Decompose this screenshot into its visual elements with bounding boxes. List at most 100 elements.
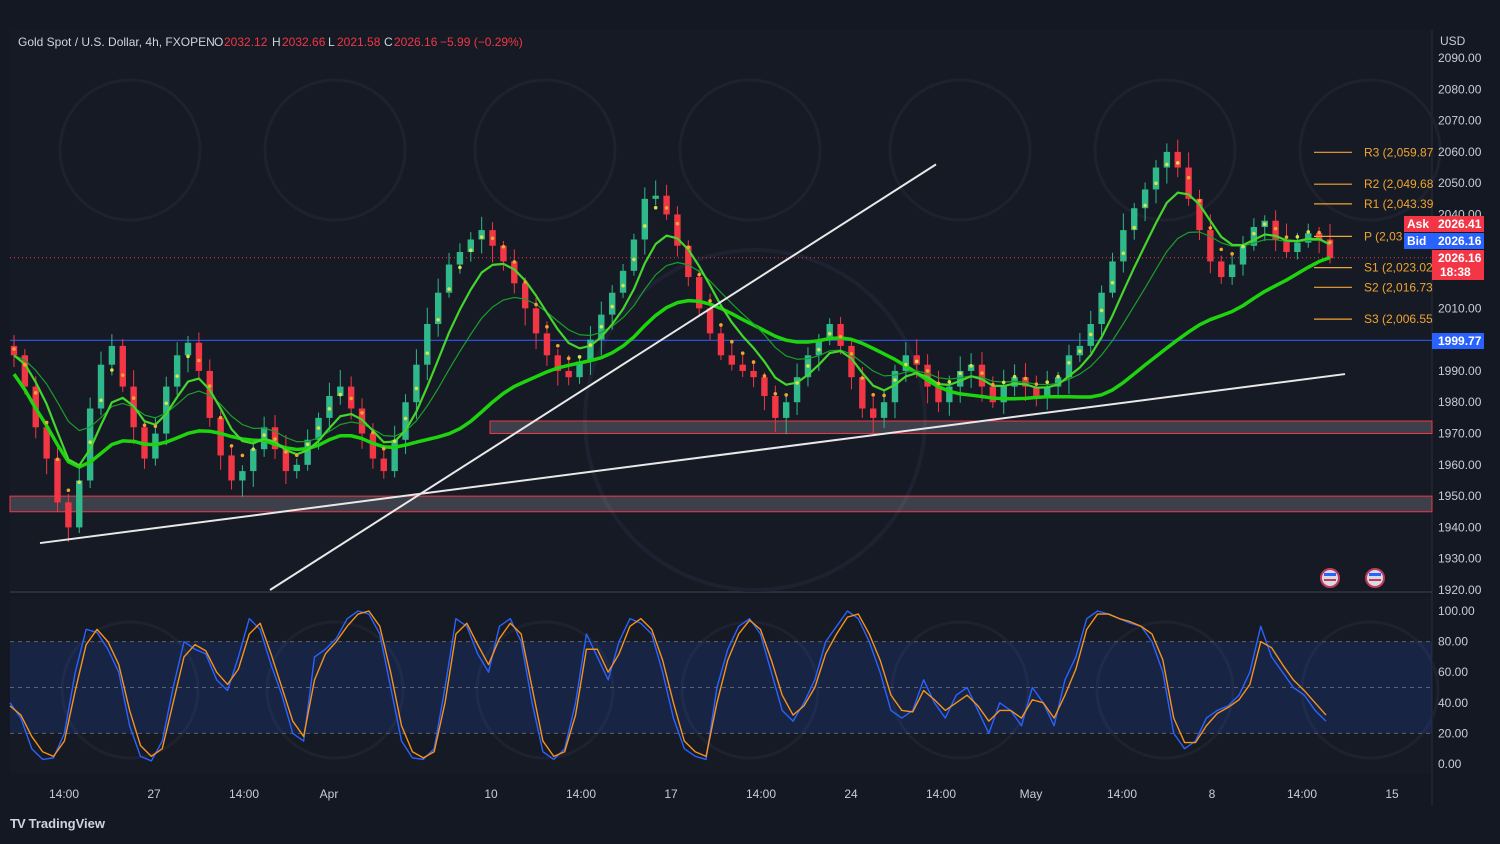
- candle-body: [521, 283, 529, 309]
- ma-dot: [958, 371, 963, 376]
- legend-open-label: O: [214, 35, 223, 49]
- stoch-axis[interactable]: 100.00 80.00 60.00 40.00 20.00 0.00: [1438, 604, 1475, 771]
- ma-dot: [969, 364, 973, 368]
- ma-dot: [229, 444, 234, 448]
- ma-dot: [719, 323, 723, 327]
- watermark-circle: [1093, 78, 1237, 222]
- candle-body: [761, 377, 768, 396]
- ma-dot: [566, 356, 571, 361]
- ma-dot: [664, 206, 669, 210]
- ma-dot: [882, 393, 886, 398]
- legend: Gold Spot / U.S. Dollar, 4h, FXOPEN O 20…: [18, 35, 523, 49]
- stoch-tick-label: 20.00: [1438, 726, 1468, 740]
- ma-dot: [381, 446, 386, 451]
- ma-dot: [468, 248, 473, 253]
- ma-dot: [632, 257, 636, 262]
- candle-body: [630, 239, 638, 271]
- ma-dot: [1067, 361, 1071, 365]
- ma-dot: [1143, 203, 1147, 208]
- ma-dot: [1241, 244, 1245, 249]
- bid-tag-label: Bid: [1407, 234, 1426, 248]
- legend-high: 2032.66: [282, 35, 326, 49]
- candle-body: [467, 239, 474, 253]
- ma-dot: [1121, 251, 1126, 256]
- candle-body: [434, 292, 442, 324]
- ma-dot: [556, 343, 560, 348]
- legend-change: −5.99 (−0.29%): [440, 35, 523, 49]
- pivot-levels: R3 (2,059.87 R2 (2,049.68 R1 (2,043.39 P (2…: [1314, 145, 1434, 326]
- candle-body: [424, 324, 431, 365]
- pivot-label: R1 (2,043.39: [1364, 197, 1434, 211]
- ma-dot: [545, 324, 549, 329]
- candle-body: [380, 458, 387, 472]
- candle-body: [782, 402, 790, 418]
- ma-dot: [458, 265, 462, 270]
- ma-dot: [436, 317, 440, 322]
- brand[interactable]: TV TradingView: [10, 816, 105, 831]
- brand-name: TradingView: [28, 816, 105, 831]
- ma-dot: [414, 386, 419, 391]
- ma-fast-line: [13, 191, 1331, 467]
- ma-dot: [1175, 161, 1180, 165]
- ma-dot: [991, 382, 995, 387]
- ma-dot: [653, 205, 658, 210]
- candle-body: [1174, 151, 1181, 168]
- candle-body: [65, 502, 72, 528]
- time-tick-label: Apr: [320, 787, 339, 801]
- ma-dot: [284, 450, 288, 454]
- trendline-support: [39, 373, 1346, 545]
- pivot-label: S3 (2,006.55: [1364, 312, 1433, 326]
- moving-averages: [12, 161, 1332, 493]
- candle-body: [413, 364, 420, 403]
- candle-body: [989, 386, 997, 403]
- ma-dot: [751, 360, 756, 364]
- ma-dot: [849, 352, 854, 356]
- pivot-label: S2 (2,016.73: [1364, 280, 1433, 294]
- candle-body: [1065, 355, 1073, 378]
- us-flag-event-icon[interactable]: [1365, 568, 1385, 588]
- ma-dot: [392, 439, 397, 443]
- ma-dot: [1088, 332, 1093, 337]
- level-tag-bg: [1432, 333, 1484, 349]
- stoch-tick-label: 40.00: [1438, 696, 1468, 710]
- ma-dot: [730, 339, 734, 344]
- ma-dot: [1197, 198, 1202, 203]
- trendlines[interactable]: [39, 163, 1346, 591]
- event-stripe: [1369, 573, 1381, 576]
- candle-body: [500, 245, 507, 262]
- candle-body: [576, 361, 583, 378]
- candle-body: [1283, 239, 1290, 253]
- price-tick-label: 1960.00: [1438, 458, 1482, 472]
- ma-dot: [643, 224, 647, 228]
- ma-dot: [66, 488, 71, 493]
- ma-dot: [1284, 235, 1289, 240]
- economic-events[interactable]: [1320, 568, 1385, 588]
- ma-dot: [403, 416, 408, 421]
- watermark-circle: [1298, 78, 1442, 222]
- candle-body: [1294, 242, 1301, 253]
- ma-dot: [936, 381, 941, 386]
- time-tick-label: 14:00: [926, 787, 956, 801]
- watermark-circle: [890, 620, 1030, 760]
- price-tick-label: 1920.00: [1438, 583, 1482, 597]
- time-axis[interactable]: 14:00 27 14:00 Apr 10 14:00 17 14:00 24 14:00 May 1…: [49, 787, 1399, 801]
- ma-dot: [806, 364, 810, 368]
- legend-low-label: L: [328, 35, 335, 49]
- watermark-circle: [60, 620, 200, 760]
- candle-body: [935, 386, 942, 403]
- ma-dot: [479, 235, 484, 239]
- watermark-circle: [263, 78, 407, 222]
- ma-dot: [33, 391, 38, 395]
- ma-dot: [425, 351, 430, 355]
- candle-body: [1131, 208, 1138, 231]
- bid-tag-bg: [1404, 233, 1484, 249]
- ma-dot: [207, 384, 212, 388]
- ma-dot: [44, 420, 49, 425]
- ma-dot: [371, 430, 375, 435]
- candle-body: [1185, 167, 1192, 199]
- candle-body: [565, 370, 572, 378]
- us-flag-event-icon[interactable]: [1320, 568, 1340, 588]
- candle-body: [1207, 230, 1214, 262]
